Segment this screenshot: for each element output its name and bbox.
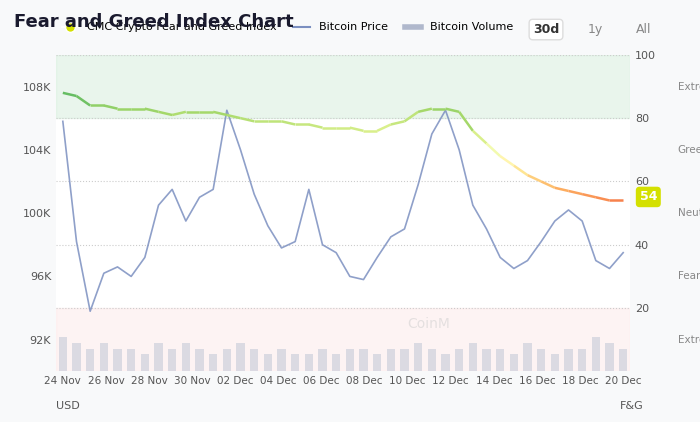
Bar — [113, 349, 122, 371]
Text: Extreme Greed: Extreme Greed — [678, 81, 700, 92]
Bar — [551, 354, 559, 371]
Bar — [606, 343, 614, 371]
Bar — [482, 349, 491, 371]
Bar — [304, 354, 313, 371]
Bar — [346, 349, 354, 371]
Bar — [223, 349, 231, 371]
Bar — [237, 343, 244, 371]
Text: Fear: Fear — [678, 271, 700, 281]
Bar — [59, 337, 67, 371]
Bar — [277, 349, 286, 371]
Text: 1y: 1y — [587, 23, 603, 36]
Bar — [400, 349, 409, 371]
Bar — [386, 349, 395, 371]
Bar — [359, 349, 368, 371]
Text: CoinM: CoinM — [407, 317, 451, 331]
Bar — [496, 349, 504, 371]
Text: All: All — [636, 23, 652, 36]
Bar — [592, 337, 600, 371]
Bar — [537, 349, 545, 371]
Bar — [168, 349, 176, 371]
Bar — [127, 349, 135, 371]
Bar — [318, 349, 327, 371]
Bar — [469, 343, 477, 371]
Bar — [442, 354, 449, 371]
Text: USD: USD — [56, 401, 80, 411]
Bar — [141, 354, 149, 371]
Text: 54: 54 — [640, 190, 657, 203]
Bar — [510, 354, 518, 371]
Bar — [264, 354, 272, 371]
Bar — [209, 354, 217, 371]
Bar — [619, 349, 627, 371]
Text: Fear and Greed Index Chart: Fear and Greed Index Chart — [14, 13, 293, 31]
Text: Greed: Greed — [678, 145, 700, 155]
Bar — [455, 349, 463, 371]
Bar — [578, 349, 587, 371]
Bar — [373, 354, 382, 371]
Bar — [72, 343, 80, 371]
Bar — [155, 343, 162, 371]
Bar — [291, 354, 300, 371]
Text: Neutral: Neutral — [678, 208, 700, 218]
Bar — [524, 343, 531, 371]
Bar — [332, 354, 340, 371]
Bar — [564, 349, 573, 371]
Text: 30d: 30d — [533, 23, 559, 36]
Bar — [86, 349, 94, 371]
Bar — [428, 349, 436, 371]
Bar — [182, 343, 190, 371]
Bar — [56, 308, 630, 371]
Bar — [56, 55, 630, 118]
Text: Extreme Fear: Extreme Fear — [678, 335, 700, 345]
Bar — [195, 349, 204, 371]
Bar — [99, 343, 108, 371]
Bar — [414, 343, 422, 371]
Bar — [250, 349, 258, 371]
Legend: CMC Crypto Fear and Greed Index, Bitcoin Price, Bitcoin Volume: CMC Crypto Fear and Greed Index, Bitcoin… — [62, 22, 513, 32]
Text: F&G: F&G — [620, 401, 644, 411]
